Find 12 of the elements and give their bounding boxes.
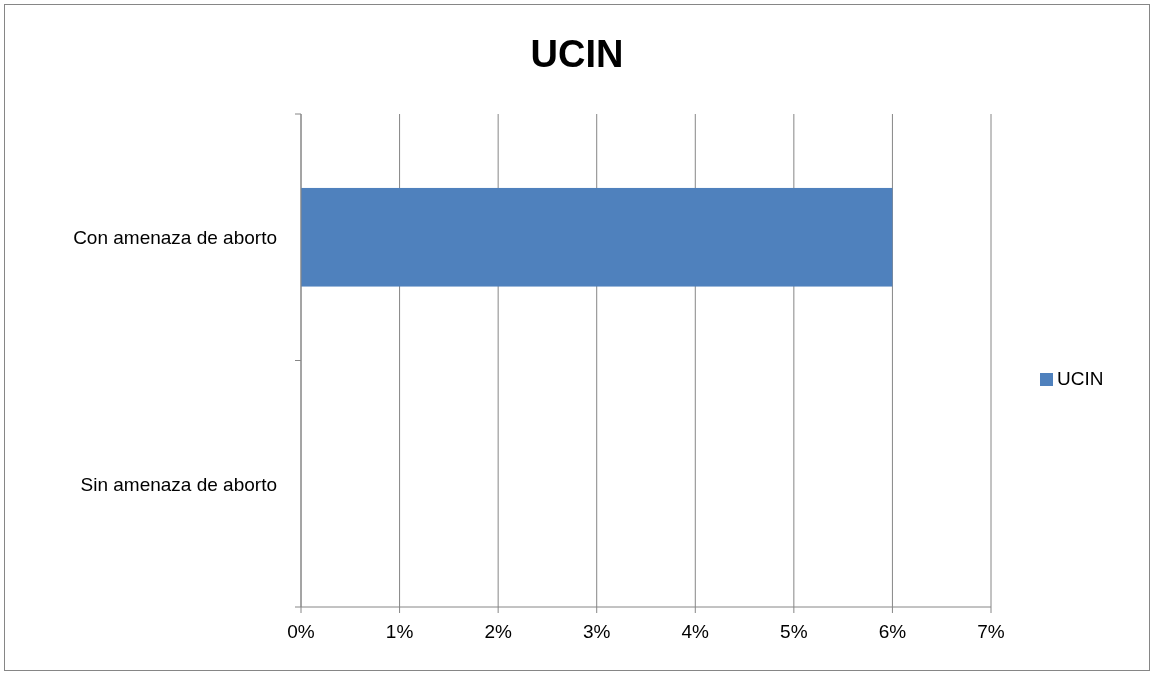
chart-title: UCIN (530, 33, 624, 75)
y-tick-label: Con amenaza de aborto (73, 227, 277, 249)
y-tick-label: Sin amenaza de aborto (80, 473, 277, 495)
x-tick-label: 3% (582, 621, 611, 642)
legend-label: UCIN (1057, 368, 1104, 389)
x-tick-label: 0% (287, 621, 315, 642)
x-tick-label: 2% (484, 621, 512, 642)
x-tick-label: 4% (681, 621, 710, 642)
x-tick-label: 7% (977, 621, 1005, 642)
x-tick-label: 5% (780, 621, 808, 642)
x-tick-label: 1% (385, 621, 414, 642)
x-tick-label: 6% (878, 621, 907, 642)
